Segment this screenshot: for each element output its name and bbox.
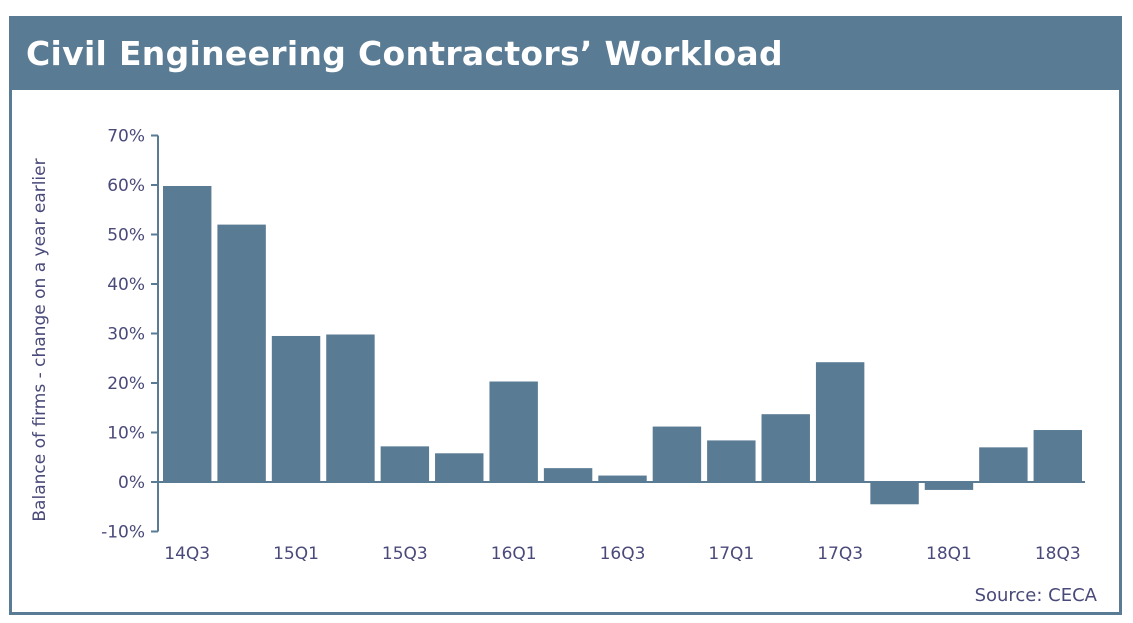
x-tick-label: 14Q3 (164, 544, 210, 564)
bar-14Q3 (162, 185, 212, 483)
y-tick-label: 70% (107, 127, 145, 147)
y-tick-label: 60% (107, 176, 145, 196)
bar-17Q2 (761, 414, 810, 482)
y-axis: -10% 0% 10% 20% 30% 40% 50% 60% 70% (101, 127, 159, 543)
y-tick-label: -10% (101, 523, 145, 543)
bar-17Q1 (707, 440, 756, 482)
y-tick-label: 20% (107, 374, 145, 394)
x-tick-label: 18Q3 (1035, 544, 1081, 564)
source-label: Source: CECA (975, 585, 1098, 606)
bar-18Q1 (924, 482, 974, 490)
x-tick-label: 16Q1 (491, 544, 537, 564)
bar-17Q3 (815, 362, 865, 482)
bar-15Q2 (326, 334, 375, 482)
chart-title: Civil Engineering Contractors’ Workload (26, 34, 783, 73)
bar-18Q3 (1033, 430, 1083, 482)
bar-15Q1 (271, 335, 321, 483)
x-tick-label: 18Q1 (926, 544, 972, 564)
x-tick-label: 15Q1 (273, 544, 319, 564)
bar-17Q4 (870, 482, 919, 505)
bar-16Q2 (543, 468, 593, 482)
x-tick-label: 16Q3 (600, 544, 646, 564)
bar-15Q3 (380, 446, 430, 482)
y-tick-label: 0% (118, 473, 145, 493)
bar-16Q3 (598, 475, 647, 482)
y-tick-label: 50% (107, 226, 145, 246)
x-axis: 14Q3 15Q1 15Q3 16Q1 16Q3 17Q1 17Q3 18Q1 18Q3 (158, 481, 1085, 564)
bar-14Q4 (217, 224, 266, 482)
bars (162, 185, 1083, 505)
bar-15Q4 (435, 453, 484, 482)
bar-16Q1 (489, 381, 538, 482)
y-tick-label: 40% (107, 275, 145, 295)
x-tick-label: 17Q1 (708, 544, 754, 564)
bar-18Q2 (979, 447, 1028, 482)
bar-16Q4 (652, 426, 702, 482)
y-axis-title: Balance of firms - change on a year earl… (30, 158, 50, 521)
x-tick-label: 17Q3 (817, 544, 863, 564)
title-bar: Civil Engineering Contractors’ Workload (12, 19, 1119, 90)
y-tick-label: 10% (107, 424, 145, 444)
y-tick-label: 30% (107, 325, 145, 345)
x-tick-label: 15Q3 (382, 544, 428, 564)
